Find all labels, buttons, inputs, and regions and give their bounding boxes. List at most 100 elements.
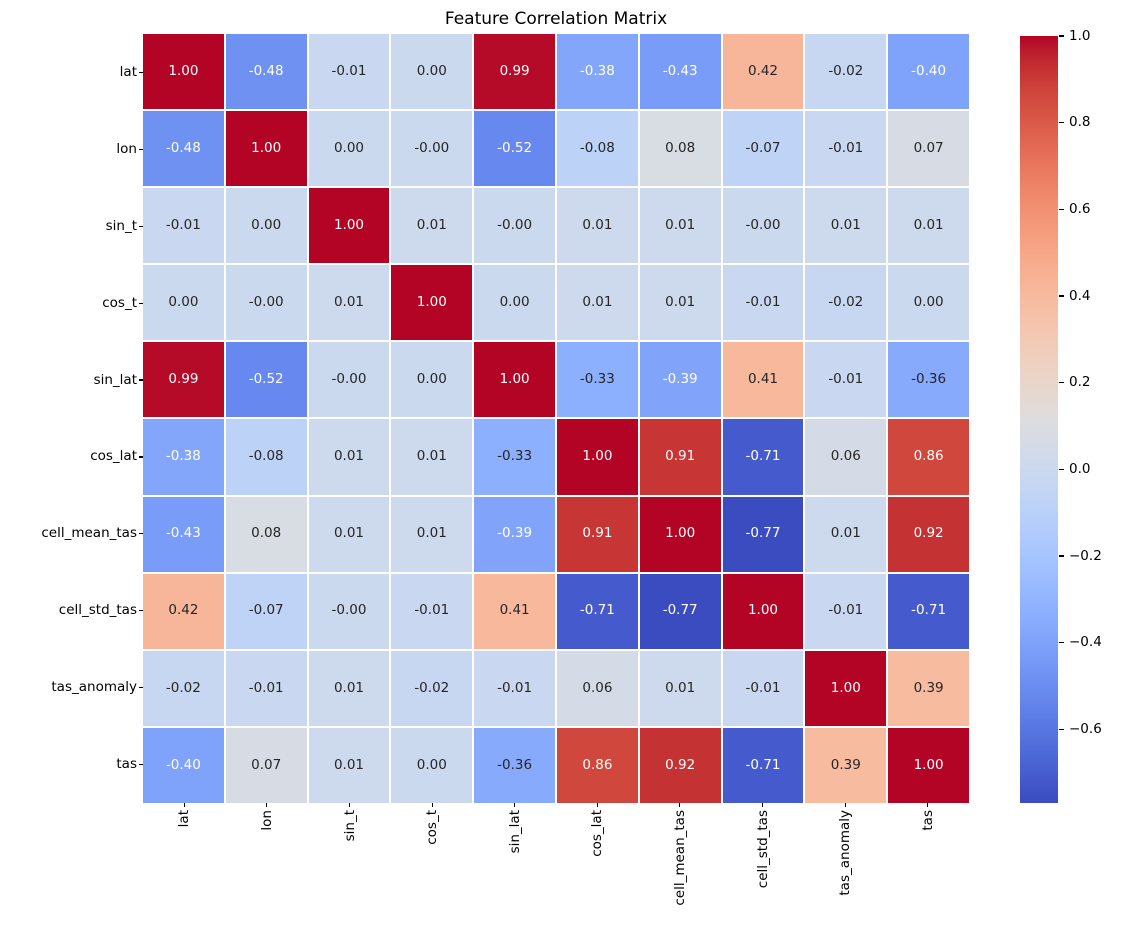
x-tick-mark — [761, 803, 764, 807]
cell-value: -0.02 — [165, 679, 201, 696]
cell-value: 0.00 — [251, 216, 282, 233]
cell-value: -0.01 — [414, 602, 450, 619]
colorbar-tick-label-0.0: 0.0 — [1069, 460, 1091, 477]
cell-value: 0.01 — [665, 679, 696, 696]
cell-value: 0.01 — [333, 448, 365, 465]
cell-value: -0.00 — [497, 216, 533, 233]
cell-value: 0.41 — [747, 371, 779, 388]
heatmap-cell-lon-cos_t: -0.00 — [391, 111, 473, 187]
heatmap-cell-sin_lat-tas: -0.36 — [888, 342, 969, 418]
x-tick-mark — [927, 803, 929, 807]
heatmap-cell-sin_t-lon: 0.00 — [225, 188, 307, 264]
heatmap-cell-cos_t-sin_t: 0.01 — [308, 265, 390, 341]
cell-value: -0.02 — [414, 679, 450, 696]
heatmap-cell-tas-tas_anomaly: 0.39 — [805, 727, 887, 803]
cell-value: -0.38 — [579, 62, 615, 79]
cell-value: 0.99 — [168, 371, 199, 388]
cell-value: 0.08 — [251, 525, 282, 542]
heatmap-cell-lat-tas_anomaly: -0.02 — [805, 34, 887, 110]
y-tick-mark — [139, 302, 143, 304]
heatmap-cell-cos_lat-lon: -0.08 — [225, 419, 307, 495]
cell-value: -0.40 — [911, 62, 947, 79]
x-tick-mark — [266, 803, 268, 807]
cell-value: 0.07 — [251, 756, 282, 773]
colorbar-tick-mark — [1059, 728, 1064, 730]
cell-value: 0.41 — [499, 602, 530, 619]
heatmap-cell-sin_t-cell_std_tas: -0.00 — [722, 188, 804, 264]
heatmap-cell-tas_anomaly-tas: 0.39 — [888, 650, 969, 726]
heatmap-cell-sin_t-sin_t: 1.00 — [308, 188, 390, 264]
heatmap-cell-tas-sin_lat: -0.36 — [474, 727, 555, 803]
cell-value: -0.33 — [497, 448, 533, 465]
cell-value: 0.01 — [416, 216, 447, 233]
heatmap-cell-cos_t-sin_lat: 0.00 — [474, 265, 555, 341]
cell-value: -0.08 — [579, 139, 615, 156]
heatmap-cell-cos_lat-cos_lat: 1.00 — [557, 419, 638, 495]
cell-value: 1.00 — [499, 371, 530, 388]
cell-value: 1.00 — [168, 62, 199, 79]
colorbar-tick-mark — [1059, 295, 1064, 297]
heatmap-cell-lat-sin_t: -0.01 — [308, 34, 390, 110]
x-tick-mark — [844, 803, 846, 807]
cell-value: -0.02 — [828, 294, 864, 311]
heatmap-cell-cell_std_tas-tas: -0.71 — [888, 573, 969, 649]
heatmap-cell-sin_lat-lat: 0.99 — [143, 342, 224, 418]
heatmap-cell-tas-lon: 0.07 — [225, 727, 307, 803]
cell-value: -0.48 — [248, 62, 284, 79]
heatmap-cell-cell_std_tas-lon: -0.07 — [225, 573, 307, 649]
heatmap-cell-cos_lat-lat: -0.38 — [143, 419, 224, 495]
heatmap-cell-sin_t-tas: 0.01 — [888, 188, 969, 264]
cell-value: -0.52 — [497, 139, 533, 156]
cell-value: 0.01 — [333, 294, 365, 311]
cell-value: 0.92 — [913, 525, 944, 542]
cell-value: 1.00 — [582, 448, 613, 465]
heatmap-cell-tas_anomaly-cell_mean_tas: 0.01 — [639, 650, 721, 726]
y-tick-mark — [139, 763, 143, 766]
heatmap-cell-cos_lat-sin_t: 0.01 — [308, 419, 390, 495]
heatmap-cell-sin_lat-tas_anomaly: -0.01 — [805, 342, 887, 418]
y-tick-label-tas: tas — [116, 756, 137, 773]
cell-value: -0.00 — [331, 602, 367, 619]
colorbar-tick-label-0.4: 0.4 — [1069, 287, 1091, 304]
cell-value: 0.86 — [913, 448, 944, 465]
x-tick-label-tas_anomaly: tas_anomaly — [837, 810, 854, 896]
heatmap-cell-sin_t-cos_lat: 0.01 — [557, 188, 638, 264]
cell-value: -0.08 — [248, 448, 284, 465]
x-tick-label-tas: tas — [919, 810, 936, 831]
cell-value: 0.01 — [830, 525, 861, 542]
cell-value: 0.01 — [582, 294, 613, 311]
x-tick-mark — [514, 803, 516, 807]
heatmap-cell-lat-tas: -0.40 — [888, 34, 969, 110]
heatmap-cell-cell_mean_tas-sin_t: 0.01 — [308, 496, 390, 572]
x-tick-label-sin_t: sin_t — [341, 810, 358, 842]
cell-value: 1.00 — [913, 756, 944, 773]
colorbar-tick-label-0.2: 0.2 — [1069, 374, 1091, 391]
y-tick-label-tas_anomaly: tas_anomaly — [51, 679, 137, 696]
cell-value: -0.77 — [745, 525, 781, 542]
colorbar-tick-label-−0.2: −0.2 — [1069, 547, 1102, 564]
cell-value: 1.00 — [747, 602, 779, 619]
cell-value: -0.02 — [828, 62, 864, 79]
cell-value: -0.01 — [828, 602, 864, 619]
heatmap-cell-tas_anomaly-lon: -0.01 — [225, 650, 307, 726]
cell-value: 1.00 — [416, 294, 447, 311]
y-tick-label-cos_t: cos_t — [102, 294, 137, 311]
heatmap-cell-lat-cell_mean_tas: -0.43 — [639, 34, 721, 110]
chart-title: Feature Correlation Matrix — [444, 9, 668, 29]
cell-value: 0.06 — [830, 448, 861, 465]
cell-value: -0.01 — [745, 294, 781, 311]
cell-value: -0.52 — [248, 371, 284, 388]
cell-value: -0.71 — [579, 602, 615, 619]
y-tick-mark — [139, 379, 143, 381]
heatmap-cell-cos_lat-cos_t: 0.01 — [391, 419, 473, 495]
cell-value: -0.00 — [414, 139, 450, 156]
cell-value: -0.40 — [165, 756, 201, 773]
cell-value: 0.00 — [416, 756, 447, 773]
heatmap-cell-sin_t-lat: -0.01 — [143, 188, 224, 264]
heatmap-cell-lon-sin_lat: -0.52 — [474, 111, 555, 187]
heatmap-cell-lon-lon: 1.00 — [225, 111, 307, 187]
heatmap-cell-tas_anomaly-cos_lat: 0.06 — [557, 650, 638, 726]
heatmap-cell-sin_lat-cos_t: 0.00 — [391, 342, 473, 418]
heatmap-cell-cell_std_tas-cell_std_tas: 1.00 — [722, 573, 804, 649]
heatmap-cell-tas-cell_std_tas: -0.71 — [722, 727, 804, 803]
